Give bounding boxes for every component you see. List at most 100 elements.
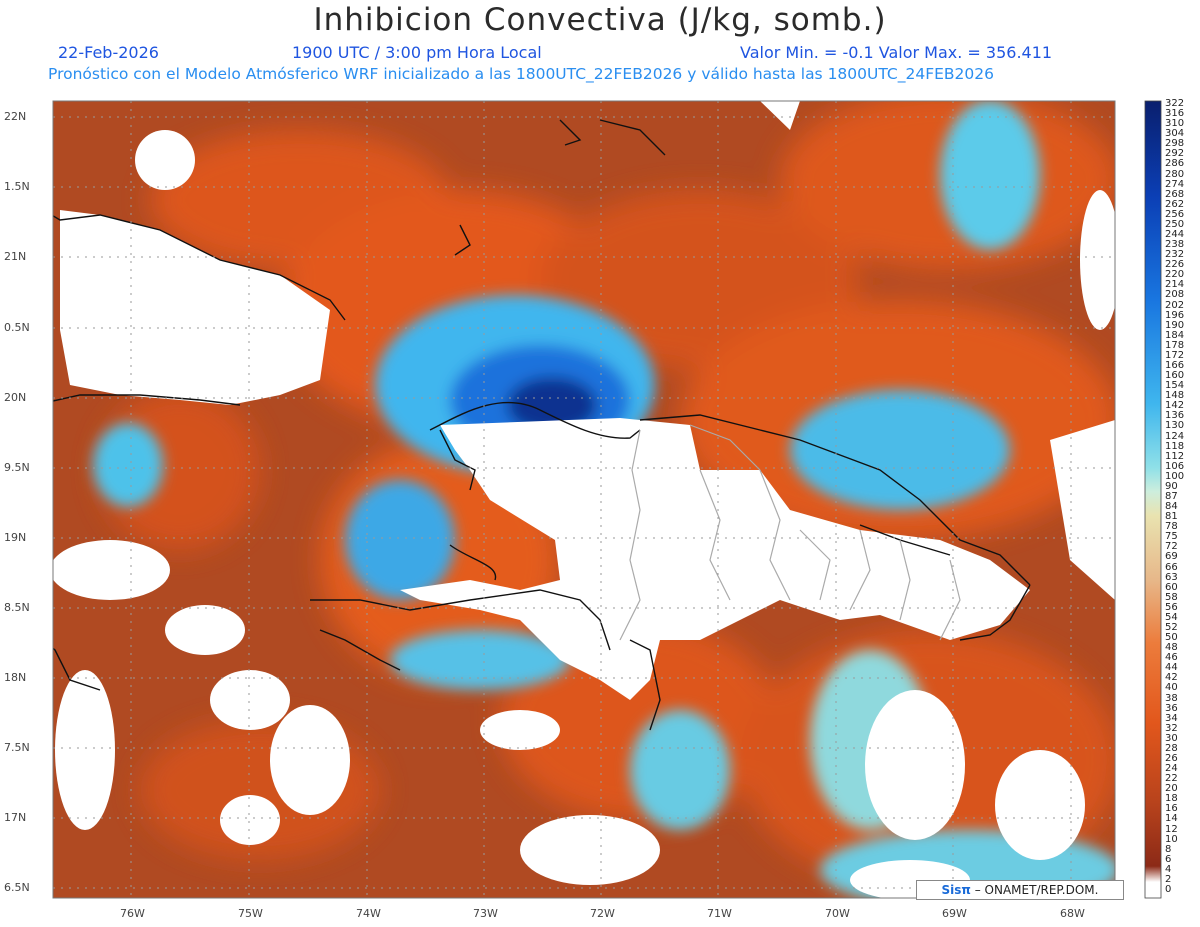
colorbar-tick-label: 148 xyxy=(1165,390,1185,402)
colorbar-tick-label: 6 xyxy=(1165,853,1172,865)
colorbar-tick-label: 142 xyxy=(1165,400,1185,412)
colorbar-tick-label: 36 xyxy=(1165,702,1178,714)
sis-logo-text: Sisπ xyxy=(941,883,971,897)
colorbar-tick-label: 160 xyxy=(1165,370,1185,382)
colorbar-tick-label: 75 xyxy=(1165,531,1178,543)
map-frame xyxy=(52,100,1116,899)
colorbar-tick-label: 184 xyxy=(1165,329,1185,341)
colorbar xyxy=(1144,100,1162,899)
colorbar-tick-label: 87 xyxy=(1165,491,1178,502)
lat-label: 18N xyxy=(4,671,27,684)
colorbar-tick-label: 136 xyxy=(1165,410,1185,422)
colorbar-tick-label: 22 xyxy=(1165,773,1178,785)
graticule xyxy=(53,101,1115,898)
time-label: 1900 UTC / 3:00 pm Hora Local xyxy=(292,43,542,62)
colorbar-tick-label: 166 xyxy=(1165,360,1185,371)
colorbar-tick-label: 26 xyxy=(1165,753,1178,764)
lat-label: 9.5N xyxy=(4,461,30,474)
colorbar-tick-label: 106 xyxy=(1165,460,1185,472)
colorbar-tick-label: 12 xyxy=(1165,823,1178,835)
colorbar-tick-label: 44 xyxy=(1165,662,1178,674)
colorbar-tick-label: 34 xyxy=(1165,712,1178,724)
colorbar-tick-label: 118 xyxy=(1165,440,1185,452)
lat-label: 22N xyxy=(4,110,27,123)
colorbar-tick-label: 0 xyxy=(1165,884,1172,895)
colorbar-tick-label: 63 xyxy=(1165,571,1178,583)
colorbar-tick-label: 250 xyxy=(1165,218,1185,230)
colorbar-tick-label: 190 xyxy=(1165,319,1185,331)
coastlines xyxy=(53,119,1031,731)
lat-label: 1.5N xyxy=(4,180,30,193)
colorbar-tick-label: 268 xyxy=(1165,188,1185,200)
colorbar-tick-label: 46 xyxy=(1165,652,1178,664)
colorbar-tick-label: 124 xyxy=(1165,430,1185,442)
colorbar-tick-label: 244 xyxy=(1165,229,1185,240)
colorbar-tick-label: 220 xyxy=(1165,269,1185,281)
colorbar-tick-label: 66 xyxy=(1165,561,1178,573)
colorbar-tick-label: 84 xyxy=(1165,501,1178,513)
colorbar-tick-label: 18 xyxy=(1165,793,1178,805)
colorbar-tick-label: 232 xyxy=(1165,249,1185,261)
lat-label: 0.5N xyxy=(4,321,30,334)
lat-label: 8.5N xyxy=(4,601,30,614)
land-mask xyxy=(53,101,1115,898)
colorbar-tick-label: 2 xyxy=(1165,873,1172,885)
colorbar-tick-label: 81 xyxy=(1165,511,1178,523)
lat-label: 20N xyxy=(4,391,27,404)
lon-label: 74W xyxy=(356,907,381,920)
colorbar-tick-label: 154 xyxy=(1165,380,1185,392)
lat-label: 17N xyxy=(4,811,27,824)
colorbar-tick-label: 8 xyxy=(1165,843,1172,855)
lon-label: 70W xyxy=(825,907,850,920)
colorbar-tick-label: 112 xyxy=(1165,450,1185,462)
lon-label: 72W xyxy=(590,907,615,920)
colorbar-tick-label: 298 xyxy=(1165,138,1185,150)
colorbar-tick-label: 178 xyxy=(1165,339,1185,351)
colorbar-tick-label: 310 xyxy=(1165,118,1185,130)
colorbar-tick-label: 196 xyxy=(1165,309,1185,321)
colorbar-tick-label: 280 xyxy=(1165,168,1185,180)
lon-label: 68W xyxy=(1060,907,1085,920)
colorbar-tick-label: 40 xyxy=(1165,682,1178,694)
colorbar-tick-label: 130 xyxy=(1165,420,1185,432)
lat-label: 21N xyxy=(4,250,27,263)
map-title: Inhibicion Convectiva (J/kg, somb.) xyxy=(313,2,887,38)
colorbar-tick-label: 14 xyxy=(1165,813,1178,825)
lat-label: 19N xyxy=(4,531,27,544)
date-label: 22-Feb-2026 xyxy=(58,43,159,62)
colorbar-tick-label: 4 xyxy=(1165,863,1172,875)
colorbar-tick-label: 28 xyxy=(1165,742,1178,754)
credit-box: Sisπ – ONAMET/REP.DOM. xyxy=(916,880,1124,900)
lon-label: 71W xyxy=(707,907,732,920)
minmax-label: Valor Min. = -0.1 Valor Max. = 356.411 xyxy=(740,43,1053,62)
lat-label: 7.5N xyxy=(4,741,30,754)
lon-label: 69W xyxy=(942,907,967,920)
colorbar-tick-label: 54 xyxy=(1165,611,1178,623)
colorbar-tick-label: 90 xyxy=(1165,480,1178,492)
colorbar-tick-label: 72 xyxy=(1165,541,1178,553)
colorbar-tick-label: 100 xyxy=(1165,470,1185,482)
colorbar-tick-label: 38 xyxy=(1165,692,1178,704)
colorbar-tick-label: 262 xyxy=(1165,198,1185,210)
colorbar-tick-label: 238 xyxy=(1165,239,1185,251)
colorbar-tick-label: 42 xyxy=(1165,672,1178,684)
forecast-label: Pronóstico con el Modelo Atmósferico WRF… xyxy=(48,65,994,83)
lon-label: 76W xyxy=(120,907,145,920)
colorbar-tick-label: 316 xyxy=(1165,108,1185,120)
colorbar-tick-label: 208 xyxy=(1165,289,1185,301)
colorbar-tick-label: 214 xyxy=(1165,279,1185,291)
colorbar-tick-label: 256 xyxy=(1165,208,1185,220)
colorbar-tick-label: 16 xyxy=(1165,803,1178,815)
colorbar-tick-label: 20 xyxy=(1165,783,1178,795)
colorbar-tick-label: 69 xyxy=(1165,551,1178,563)
colorbar-tick-label: 52 xyxy=(1165,622,1178,633)
colorbar-tick-label: 226 xyxy=(1165,259,1185,271)
lon-label: 73W xyxy=(473,907,498,920)
colorbar-tick-label: 322 xyxy=(1165,98,1185,109)
admin-borders xyxy=(619,424,961,641)
colorbar-tick-label: 32 xyxy=(1165,722,1178,734)
colorbar-tick-label: 286 xyxy=(1165,158,1185,170)
colorbar-tick-label: 292 xyxy=(1165,148,1185,160)
colorbar-tick-label: 304 xyxy=(1165,128,1185,140)
colorbar-tick-label: 78 xyxy=(1165,521,1178,533)
